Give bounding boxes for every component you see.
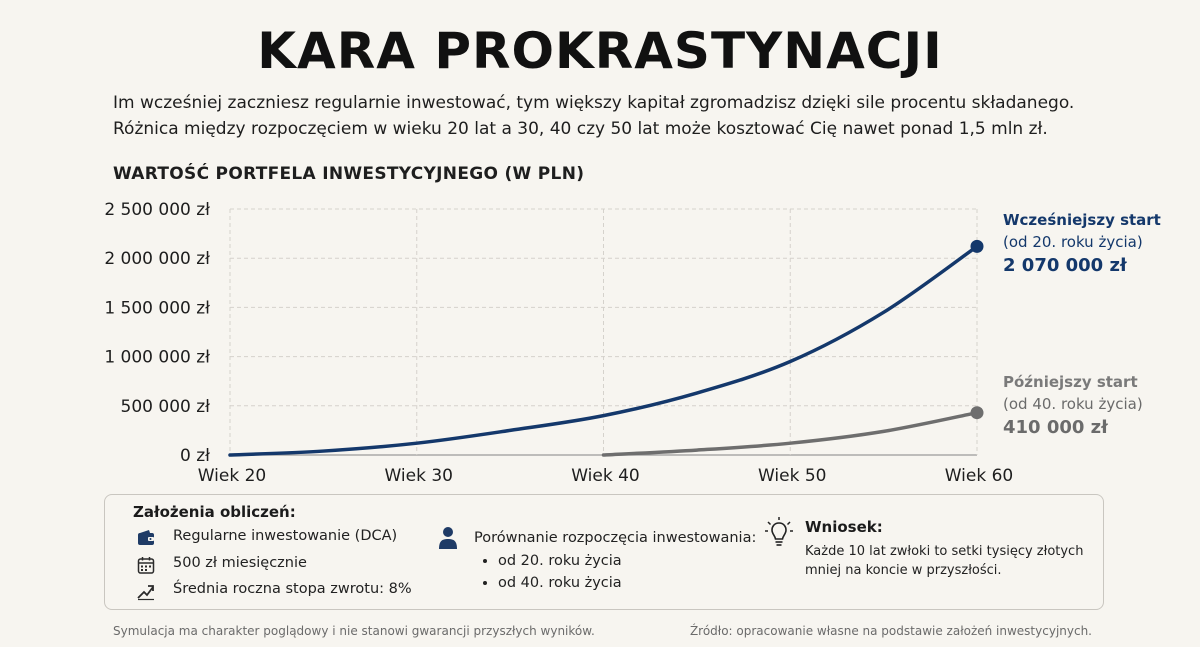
x-tick-label: Wiek 60: [945, 466, 1014, 486]
comparison-option-40: od 40. roku życia: [498, 572, 622, 594]
person-icon: [438, 526, 458, 554]
wallet-icon: [136, 528, 156, 552]
annotation-early-start: Wcześniejszy start (od 20. roku życia) 2…: [1003, 209, 1161, 277]
conclusion-title: Wniosek:: [805, 518, 883, 536]
annotation-early-value: 2 070 000 zł: [1003, 255, 1127, 276]
y-tick-label: 2 500 000 zł: [104, 200, 210, 220]
y-tick-label: 0 zł: [180, 446, 210, 466]
calendar-icon: [136, 555, 156, 579]
conclusion-text: Każde 10 lat zwłoki to setki tysięcy zło…: [805, 544, 1084, 578]
annotation-early-detail: (od 20. roku życia): [1003, 233, 1143, 251]
x-tick-label: Wiek 40: [571, 466, 640, 486]
chart-title: WARTOŚĆ PORTFELA INWESTYCYJNEGO (W PLN): [113, 164, 585, 184]
annotation-late-start: Późniejszy start (od 40. roku życia) 410…: [1003, 371, 1143, 439]
footer-disclaimer: Symulacja ma charakter poglądowy i nie s…: [113, 624, 595, 638]
x-tick-label: Wiek 50: [758, 466, 827, 486]
x-tick-label: Wiek 30: [385, 466, 454, 486]
annotation-late-value: 410 000 zł: [1003, 417, 1108, 438]
assumptions-panel: [104, 494, 1104, 610]
intro-text: Im wcześniej zaczniesz regularnie inwest…: [113, 90, 1113, 142]
series-line-late-start: [601, 410, 979, 457]
intro-line-2: Różnica między rozpoczęciem w wieku 20 l…: [113, 119, 1048, 139]
assumption-text-dca: Regularne inwestowanie (DCA): [173, 528, 398, 544]
x-tick-label: Wiek 20: [198, 466, 267, 486]
comparison-text: Porównanie rozpoczęcia inwestowania:: [474, 530, 757, 546]
series-endpoint-early-start: [970, 239, 984, 253]
footer-source: Źródło: opracowanie własne na podstawie …: [689, 624, 1092, 638]
y-tick-label: 500 000 zł: [121, 397, 211, 417]
trend-up-icon: [136, 581, 156, 605]
chart-grid: [229, 208, 978, 456]
intro-line-1: Im wcześniej zaczniesz regularnie inwest…: [113, 93, 1075, 113]
assumption-text-monthly: 500 zł miesięcznie: [173, 555, 307, 571]
assumptions-title: Założenia obliczeń:: [133, 503, 296, 521]
series-line-early-start: [228, 244, 979, 457]
y-axis-ticks: 0 zł 500 000 zł 1 000 000 zł 1 500 000 zł 2 …: [104, 200, 210, 466]
comparison-options: od 20. roku życia od 40. roku życia: [474, 550, 622, 594]
annotation-late-name: Późniejszy start: [1003, 373, 1138, 391]
comparison-option-20: od 20. roku życia: [498, 550, 622, 572]
y-tick-label: 1 500 000 zł: [104, 298, 210, 318]
chart-series: [228, 239, 984, 457]
assumption-text-return: Średnia roczna stopa zwrotu: 8%: [173, 581, 412, 597]
page-title: KARA PROKRASTYNACJI: [257, 22, 943, 80]
annotation-late-detail: (od 40. roku życia): [1003, 395, 1143, 413]
y-tick-label: 2 000 000 zł: [104, 249, 210, 269]
y-tick-label: 1 000 000 zł: [104, 348, 210, 368]
annotation-early-name: Wcześniejszy start: [1003, 211, 1161, 229]
lightbulb-icon: [765, 516, 793, 554]
series-endpoint-late-start: [970, 406, 984, 420]
x-axis-ticks: Wiek 20 Wiek 30 Wiek 40 Wiek 50 Wiek 60: [198, 466, 1014, 486]
